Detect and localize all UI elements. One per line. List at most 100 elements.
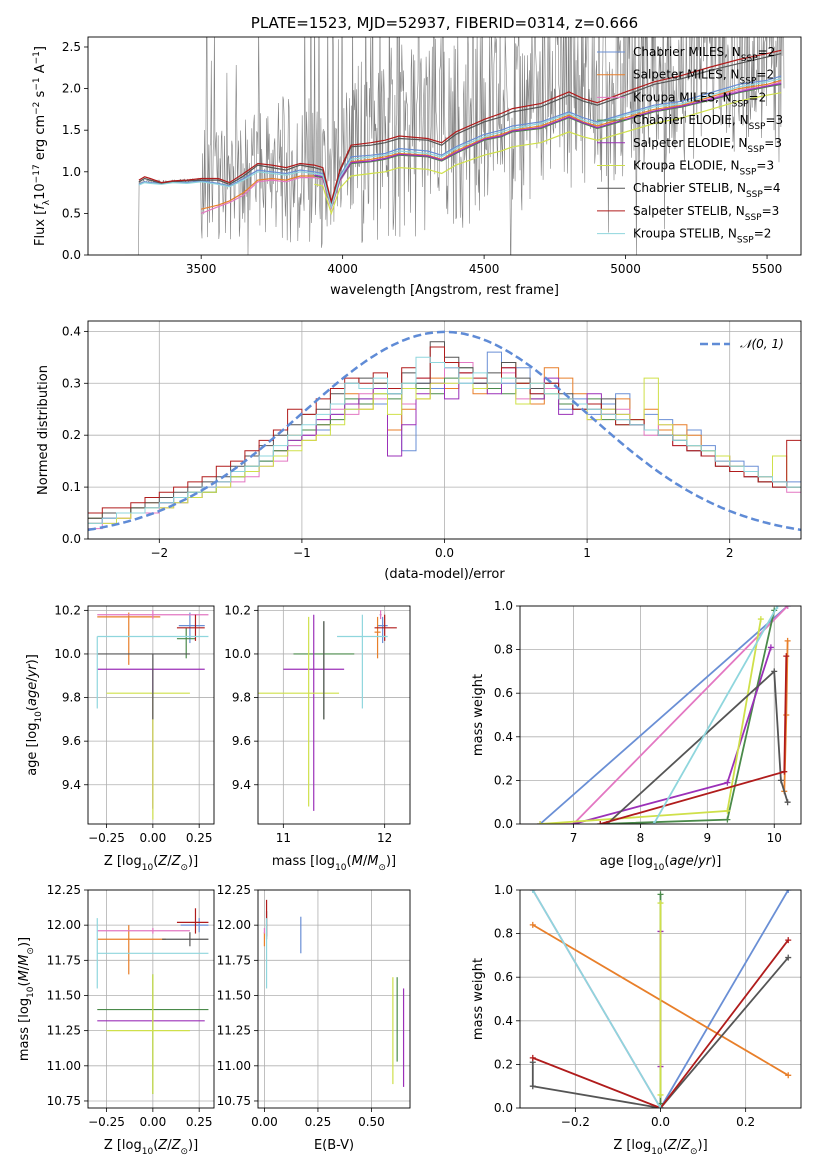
panel-spectrum: 3500 4000 4500 5000 5500 0.0 0.5 1.0 1.5 2.0 2.5 PL… xyxy=(32,14,802,298)
label-part: 10 xyxy=(26,986,36,998)
label-part: 10 xyxy=(142,863,154,873)
y-tick-label: 0.6 xyxy=(494,970,513,984)
x-tick-label: 5500 xyxy=(752,262,783,276)
label-part: SSP xyxy=(737,236,754,246)
plot-area xyxy=(88,330,801,532)
y-axis-label: mass weight xyxy=(471,674,486,756)
x-axis-label: (data-model)/error xyxy=(384,567,505,582)
weight-marker xyxy=(529,1083,536,1090)
label-part: ( xyxy=(153,1138,158,1153)
x-tick-label: 4000 xyxy=(327,262,358,276)
y-tick-label: 0.2 xyxy=(62,428,81,442)
y-tick-label: 11.00 xyxy=(47,1059,81,1073)
y-tick-label: 1.0 xyxy=(62,165,81,179)
plot-area xyxy=(96,610,209,820)
axes-frame xyxy=(87,889,215,1109)
plot-area xyxy=(263,899,405,1087)
label-part: / xyxy=(167,1138,172,1153)
weight-marker xyxy=(785,937,792,944)
label-part: / xyxy=(363,854,368,869)
y-tick-label: 0.2 xyxy=(494,1057,513,1071)
label-part: SSP xyxy=(747,145,764,155)
label-part: Flux [ xyxy=(33,210,48,246)
legend-label: Chabrier MILES, NSSP=2 xyxy=(633,45,775,64)
label-part: M xyxy=(367,854,378,869)
label-part: Z xyxy=(680,1138,691,1153)
y-axis-label: Flux [fλ10−17 erg cm−2 s−1 A−1] xyxy=(32,46,52,246)
label-part: )] xyxy=(17,937,32,947)
label-part: / xyxy=(25,677,40,682)
label-part: Kroupa STELIB, N xyxy=(633,227,737,241)
x-axis-label: Z [log10(Z/Z⊙)] xyxy=(104,1138,198,1157)
x-axis-label: mass [log10(M/M⊙)] xyxy=(272,854,396,873)
label-part: )] xyxy=(386,854,396,869)
y-tick-label: 11.50 xyxy=(217,988,251,1002)
plot-area xyxy=(537,606,791,824)
label-part: SSP xyxy=(740,77,757,87)
label-part: =3 xyxy=(756,159,774,173)
legend-label: Kroupa MILES, NSSP=2 xyxy=(633,90,766,109)
x-tick-label: −0.25 xyxy=(88,1115,125,1129)
y-tick-label: 12.25 xyxy=(217,883,251,897)
label-part: SSP xyxy=(740,168,757,178)
label-part: 10 xyxy=(651,1147,663,1157)
x-tick-label: 0.25 xyxy=(305,1115,332,1129)
label-part: ⊙ xyxy=(180,863,188,873)
label-part: λ xyxy=(42,199,52,205)
label-part: 10 xyxy=(33,183,48,200)
label-part: ⊙ xyxy=(180,1147,188,1157)
y-tick-label: 9.6 xyxy=(232,734,251,748)
label-part: E(B-V) xyxy=(314,1138,354,1153)
y-tick-label: 0.0 xyxy=(62,532,81,546)
label-part: mass [log xyxy=(17,998,32,1061)
plot-area xyxy=(258,610,397,811)
label-part: )] xyxy=(25,654,40,664)
y-tick-label: 0.3 xyxy=(62,376,81,390)
label-part: −1 xyxy=(32,51,42,64)
label-part: / xyxy=(694,854,699,869)
x-tick-label: 4500 xyxy=(469,262,500,276)
weight-line xyxy=(532,890,662,1108)
x-tick-label: 0.00 xyxy=(139,1115,166,1129)
panel-age_vs_Z: −0.25 0.00 0.259.49.69.810.010.2Z [log10(Z… xyxy=(25,603,215,873)
y-tick-label: 0.8 xyxy=(494,643,513,657)
weight-marker xyxy=(529,890,536,893)
weight-marker xyxy=(785,954,792,961)
y-tick-label: 0.8 xyxy=(494,927,513,941)
label-part: 10 xyxy=(142,1147,154,1157)
spectrum-model-line xyxy=(314,83,782,208)
y-tick-label: 1.0 xyxy=(494,599,513,613)
spectrum-model-line xyxy=(314,92,782,216)
label-part: SSP xyxy=(745,213,762,223)
y-tick-label: 10.2 xyxy=(54,603,81,617)
x-tick-label: −1 xyxy=(293,546,311,560)
y-tick-label: 0.0 xyxy=(494,1101,513,1115)
x-axis-label: Z [log10(Z/Z⊙)] xyxy=(104,854,198,873)
label-part: mass [log xyxy=(272,854,335,869)
plot-area xyxy=(124,37,785,255)
y-tick-label: 11.25 xyxy=(217,1024,251,1038)
legend-label: Salpeter MILES, NSSP=2 xyxy=(633,68,774,87)
y-tick-label: 11.75 xyxy=(217,953,251,967)
label-part: =2 xyxy=(754,227,772,241)
x-tick-label: 10 xyxy=(767,831,782,845)
y-axis-label: age [log10(age/yr)] xyxy=(25,654,44,776)
label-part: =3 xyxy=(762,204,780,218)
label-part: Z [log xyxy=(613,1138,651,1153)
label-part: ] xyxy=(33,46,48,51)
label-part: yr xyxy=(697,854,713,869)
label-part: Z xyxy=(171,854,182,869)
label-part: =4 xyxy=(763,181,781,195)
y-tick-label: 1.0 xyxy=(494,883,513,897)
spectrum-model-line xyxy=(138,53,782,206)
label-part: / xyxy=(167,854,172,869)
weight-marker xyxy=(724,816,731,823)
x-tick-label: 0.00 xyxy=(251,1115,278,1129)
x-tick-label: 0.25 xyxy=(186,831,213,845)
label-part: erg cm xyxy=(33,115,48,164)
label-part: Salpeter ELODIE, N xyxy=(633,136,747,150)
legend-label: Kroupa STELIB, NSSP=2 xyxy=(633,227,771,246)
label-part: =2 xyxy=(749,90,767,104)
y-tick-label: 0.4 xyxy=(494,730,513,744)
